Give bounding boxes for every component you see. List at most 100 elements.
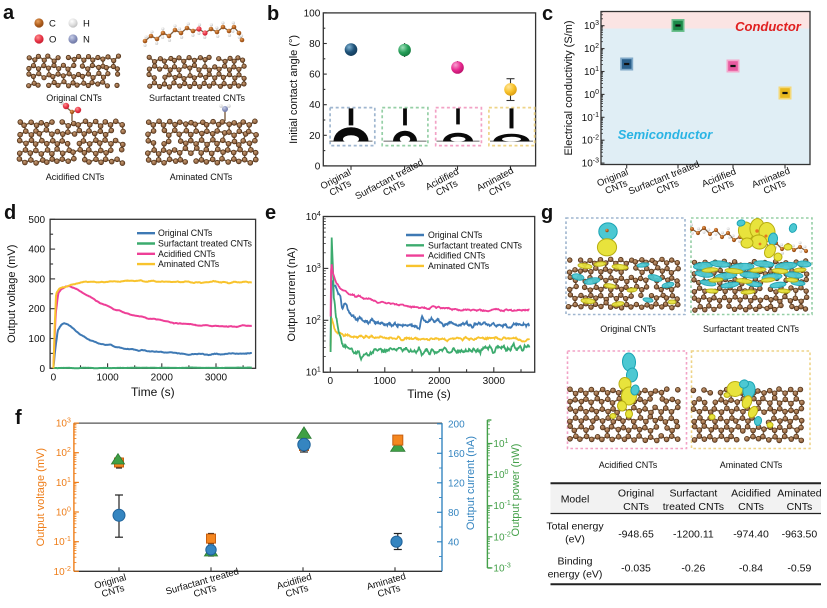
- svg-text:102: 102: [56, 447, 71, 459]
- svg-text:Semiconductor: Semiconductor: [618, 127, 714, 142]
- svg-text:101: 101: [493, 438, 508, 450]
- svg-text:2000: 2000: [151, 372, 174, 383]
- svg-text:Acidified: Acidified: [731, 488, 771, 500]
- svg-text:100: 100: [28, 334, 45, 345]
- svg-text:60: 60: [309, 70, 321, 81]
- svg-text:CNTs: CNTs: [623, 501, 649, 513]
- svg-text:Electrical conductivity (S/m): Electrical conductivity (S/m): [563, 20, 575, 155]
- svg-text:10-2: 10-2: [493, 531, 510, 543]
- svg-text:500: 500: [28, 215, 45, 226]
- svg-text:Surfactant treated CNTs: Surfactant treated CNTs: [428, 240, 522, 250]
- svg-text:10-3: 10-3: [493, 562, 510, 574]
- svg-text:300: 300: [28, 274, 45, 285]
- svg-text:b: b: [267, 3, 279, 25]
- svg-text:3000: 3000: [205, 372, 228, 383]
- svg-text:Output power (nW): Output power (nW): [510, 444, 522, 537]
- svg-text:Aminated CNTs: Aminated CNTs: [720, 460, 783, 470]
- svg-text:CNTs: CNTs: [787, 501, 813, 513]
- svg-text:103: 103: [306, 263, 321, 275]
- svg-text:1000: 1000: [374, 376, 397, 387]
- svg-text:0: 0: [51, 372, 57, 383]
- svg-text:Total energy: Total energy: [546, 521, 604, 533]
- svg-text:10-1: 10-1: [493, 500, 510, 512]
- svg-text:40: 40: [448, 537, 460, 548]
- svg-text:Surfactant treated CNTs: Surfactant treated CNTs: [149, 93, 246, 103]
- svg-text:Model: Model: [561, 494, 590, 506]
- svg-text:101: 101: [306, 367, 321, 379]
- svg-text:40: 40: [309, 100, 321, 111]
- svg-text:104: 104: [306, 211, 321, 223]
- svg-text:Original: Original: [618, 488, 654, 500]
- svg-text:Surfactant: Surfactant: [669, 488, 717, 500]
- svg-text:Output voltage (mV): Output voltage (mV): [35, 448, 47, 546]
- svg-text:160: 160: [448, 449, 465, 460]
- svg-text:CNTs: CNTs: [738, 501, 764, 513]
- svg-text:C: C: [49, 19, 56, 30]
- svg-text:f: f: [15, 407, 22, 429]
- svg-text:101: 101: [584, 66, 599, 78]
- svg-text:Output voltage (mV): Output voltage (mV): [6, 245, 18, 343]
- svg-text:102: 102: [584, 43, 599, 55]
- svg-text:120: 120: [448, 478, 465, 489]
- svg-text:100: 100: [584, 89, 599, 101]
- svg-text:1000: 1000: [96, 372, 119, 383]
- svg-text:energy (eV): energy (eV): [548, 569, 603, 581]
- svg-text:100: 100: [493, 469, 508, 481]
- svg-text:102: 102: [306, 315, 321, 327]
- svg-text:200: 200: [448, 419, 465, 430]
- svg-text:-0.59: -0.59: [787, 563, 811, 575]
- svg-text:Surfactant treated CNTs: Surfactant treated CNTs: [158, 239, 252, 249]
- svg-text:Initial contact angle (°): Initial contact angle (°): [288, 35, 300, 144]
- svg-text:Original CNTs: Original CNTs: [158, 228, 213, 238]
- svg-text:10-2: 10-2: [582, 135, 599, 147]
- svg-text:0: 0: [328, 376, 334, 387]
- svg-text:Acidified CNTs: Acidified CNTs: [158, 249, 216, 259]
- svg-text:10-1: 10-1: [54, 536, 71, 548]
- svg-text:Original CNTs: Original CNTs: [428, 230, 483, 240]
- svg-text:100: 100: [56, 507, 71, 519]
- svg-text:e: e: [265, 202, 276, 224]
- svg-text:Output current (nA): Output current (nA): [465, 436, 477, 530]
- svg-text:Acidified CNTs: Acidified CNTs: [599, 460, 658, 470]
- svg-text:-963.50: -963.50: [782, 529, 818, 541]
- svg-text:(eV): (eV): [565, 534, 585, 546]
- svg-text:Time (s): Time (s): [131, 385, 175, 399]
- svg-text:treated CNTs: treated CNTs: [663, 501, 724, 513]
- svg-text:Aminated CNTs: Aminated CNTs: [158, 259, 220, 269]
- svg-text:Original CNTs: Original CNTs: [46, 93, 102, 103]
- svg-text:g: g: [541, 202, 553, 224]
- svg-text:-948.65: -948.65: [618, 529, 654, 541]
- svg-text:Conductor: Conductor: [735, 19, 802, 34]
- svg-text:-0.26: -0.26: [681, 563, 705, 575]
- svg-text:20: 20: [309, 131, 321, 142]
- svg-text:0: 0: [315, 161, 321, 172]
- svg-text:Time (s): Time (s): [407, 387, 451, 401]
- svg-text:400: 400: [28, 245, 45, 256]
- svg-text:Surfactant treated CNTs: Surfactant treated CNTs: [703, 324, 800, 334]
- svg-text:103: 103: [56, 418, 71, 430]
- svg-text:Aminated CNTs: Aminated CNTs: [428, 261, 490, 271]
- svg-text:10-3: 10-3: [582, 158, 599, 170]
- svg-text:10-1: 10-1: [582, 112, 599, 124]
- svg-text:101: 101: [56, 477, 71, 489]
- svg-text:80: 80: [448, 508, 460, 519]
- svg-text:N: N: [83, 35, 90, 46]
- svg-text:Aminated CNTs: Aminated CNTs: [170, 172, 233, 182]
- svg-text:-0.84: -0.84: [739, 563, 763, 575]
- svg-text:-974.40: -974.40: [733, 529, 769, 541]
- svg-text:200: 200: [28, 304, 45, 315]
- svg-text:a: a: [3, 2, 15, 24]
- svg-text:Output current (nA): Output current (nA): [286, 247, 298, 341]
- svg-text:2000: 2000: [428, 376, 451, 387]
- svg-text:Original CNTs: Original CNTs: [600, 324, 656, 334]
- svg-text:103: 103: [584, 20, 599, 32]
- svg-text:0: 0: [40, 364, 46, 375]
- svg-text:100: 100: [304, 8, 321, 19]
- svg-text:-1200.11: -1200.11: [673, 529, 714, 541]
- svg-text:H: H: [83, 19, 90, 30]
- svg-text:80: 80: [309, 39, 321, 50]
- svg-text:Aminated: Aminated: [777, 488, 822, 500]
- svg-text:c: c: [542, 3, 553, 25]
- svg-text:Acidified CNTs: Acidified CNTs: [428, 251, 486, 261]
- svg-text:-0.035: -0.035: [621, 563, 651, 575]
